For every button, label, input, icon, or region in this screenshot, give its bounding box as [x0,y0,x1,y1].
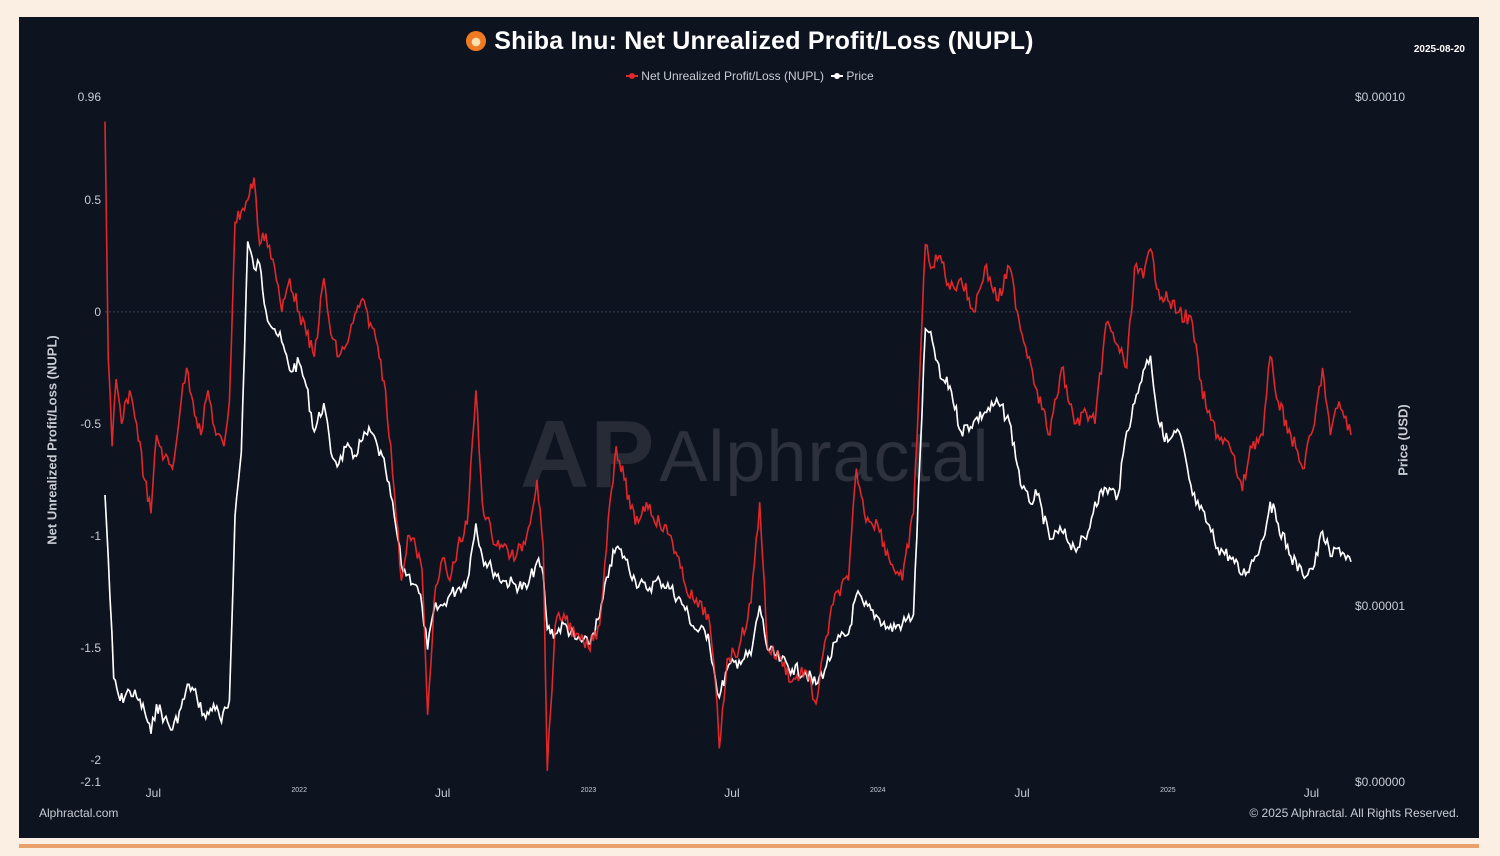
x-tick-month: Jul [1014,786,1030,800]
y-axis-label-right: Price (USD) [1395,404,1411,476]
watermark-logo-icon: AP [520,401,656,508]
shiba-inu-icon [466,31,487,51]
legend-swatch-price [831,73,844,79]
y-axis-label-left: Net Unrealized Profit/Loss (NUPL) [44,335,60,545]
x-tick-month: Jul [145,786,162,800]
legend-label-nupl: Net Unrealized Profit/Loss (NUPL) [641,69,825,83]
y-tick-right: $0.00001 [1355,598,1406,613]
y-tick-left: 0 [94,304,101,319]
y-tick-left: -1.5 [80,640,101,655]
y-tick-left: 0.5 [84,192,101,207]
y-tick-left: -2.1 [80,775,101,789]
price-series-line [104,241,1352,734]
y-tick-right: $0.00010 [1355,90,1406,104]
legend-swatch-nupl [626,73,639,79]
x-tick-month: Jul [724,786,740,800]
y-tick-right: $0.00000 [1355,775,1406,789]
footer-source: Alphractal.com [39,806,119,820]
watermark: APAlphractal [520,400,990,510]
chart-legend: Net Unrealized Profit/Loss (NUPL) Price [0,69,1500,83]
x-tick-year: 2022 [291,787,307,794]
chart-date: 2025-08-20 [1413,44,1465,55]
chart-title: Shiba Inu: Net Unrealized Profit/Loss (N… [0,27,1500,56]
y-tick-left: -0.5 [80,416,101,431]
nupl-series-line [104,121,1352,771]
x-tick-year: 2024 [870,787,886,794]
footer-copyright: © 2025 Alphractal. All Rights Reserved. [1249,806,1459,820]
legend-item-nupl[interactable]: Net Unrealized Profit/Loss (NUPL) [626,69,824,83]
watermark-text: Alphractal [659,417,990,497]
y-tick-left: -2 [90,752,101,767]
x-tick-year: 2025 [1160,787,1176,794]
y-tick-left: 0.96 [77,90,101,104]
chart-frame [19,17,1479,838]
y-tick-left: -1 [90,528,101,543]
chart-title-text: Shiba Inu: Net Unrealized Profit/Loss (N… [494,27,1034,55]
price-series-line-overlay [104,241,1352,734]
bottom-accent-rule [19,844,1479,848]
x-tick-month: Jul [434,786,451,800]
x-tick-year: 2023 [580,787,597,794]
legend-item-price[interactable]: Price [831,69,874,83]
x-tick-month: Jul [1303,786,1320,800]
legend-label-price: Price [846,69,874,83]
